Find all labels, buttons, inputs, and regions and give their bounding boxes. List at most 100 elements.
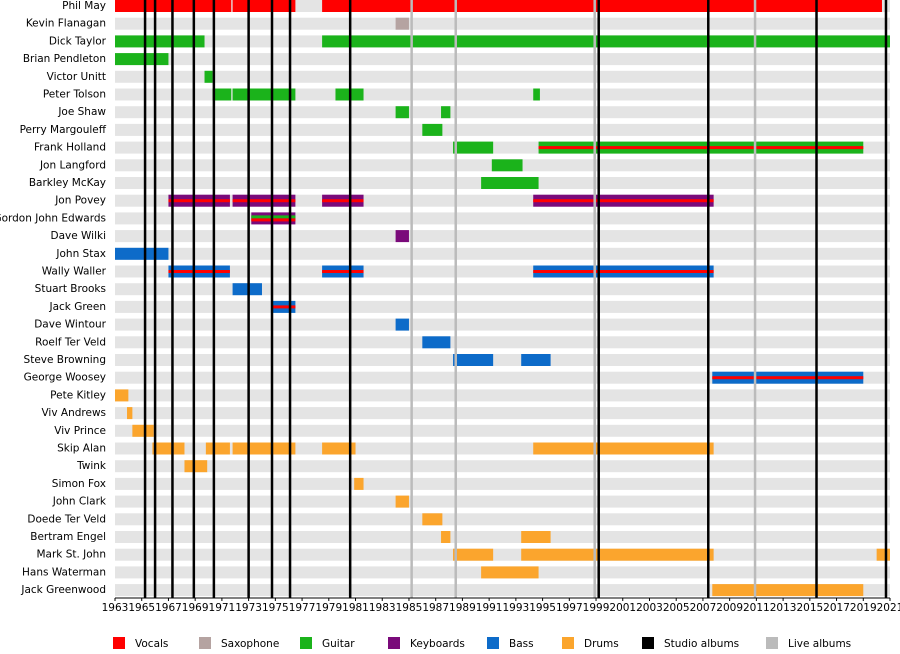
period-bar — [132, 424, 154, 437]
legend-swatch — [766, 637, 778, 649]
legend-swatch — [113, 637, 125, 649]
row-band — [115, 460, 890, 473]
x-tick-label: 1969 — [182, 602, 209, 614]
x-tick-label: 1987 — [422, 602, 449, 614]
row-band — [115, 123, 890, 136]
member-label: Phil May — [62, 0, 106, 12]
period-stripe — [232, 199, 296, 203]
x-tick-label: 1997 — [556, 602, 583, 614]
x-tick-label: 2009 — [716, 602, 743, 614]
period-stripe — [538, 146, 864, 150]
period-stripe — [251, 218, 296, 222]
row-band — [115, 371, 890, 384]
row-band — [115, 354, 890, 366]
row-band — [115, 389, 890, 402]
legend-swatch — [388, 637, 400, 649]
period-bar — [212, 88, 232, 101]
row-band — [115, 407, 890, 420]
period-stripe — [251, 215, 296, 219]
period-bar — [232, 88, 296, 101]
period-stripe — [272, 305, 296, 309]
member-label: Skip Alan — [57, 443, 106, 455]
period-bar — [395, 230, 409, 243]
period-bar — [422, 336, 451, 349]
period-bar — [441, 531, 451, 543]
period-bar — [533, 442, 714, 455]
x-tick-label: 1979 — [315, 602, 342, 614]
x-tick-label: 2003 — [636, 602, 663, 614]
x-tick-label: 2017 — [823, 602, 850, 614]
row-band — [115, 194, 890, 207]
member-label: Kevin Flanagan — [26, 18, 106, 30]
legend-swatch — [300, 637, 312, 649]
member-label: Twink — [76, 460, 107, 472]
member-label: Dave Wintour — [34, 319, 106, 331]
period-bar — [422, 123, 443, 136]
member-label: Peter Tolson — [43, 89, 106, 101]
member-label: Jack Greenwood — [20, 584, 106, 596]
member-label: John Stax — [55, 248, 106, 260]
member-label: John Clark — [52, 496, 107, 508]
x-tick-label: 1967 — [155, 602, 182, 614]
legend-swatch — [199, 637, 211, 649]
period-bar — [232, 283, 262, 296]
member-label: Viv Andrews — [41, 407, 106, 419]
period-stripe — [533, 270, 714, 273]
row-band — [115, 495, 890, 508]
period-bar — [395, 318, 409, 331]
period-stripe — [322, 199, 364, 203]
x-tick-label: 1973 — [235, 602, 262, 614]
legend-swatch — [487, 637, 499, 649]
x-tick-label: 2001 — [609, 602, 636, 614]
x-tick-label: 1985 — [396, 602, 423, 614]
x-tick-label: 2005 — [663, 602, 690, 614]
row-band — [115, 212, 890, 225]
album-lines — [143, 0, 888, 598]
row-band — [115, 283, 890, 296]
member-label: Jon Povey — [54, 195, 106, 207]
row-band — [115, 53, 890, 66]
member-label: Viv Prince — [54, 425, 106, 437]
member-label: Victor Unitt — [47, 71, 106, 83]
legend-label: Vocals — [135, 638, 168, 650]
period-stripe — [712, 376, 864, 380]
x-tick-label: 2021 — [877, 602, 900, 614]
period-bar — [453, 354, 494, 366]
member-label: Dave Wilki — [50, 230, 106, 242]
row-band — [115, 477, 890, 490]
row-band — [115, 300, 890, 313]
period-bar — [115, 247, 169, 260]
member-label: Mark St. John — [36, 549, 106, 561]
row-band — [115, 247, 890, 260]
row-band — [115, 70, 890, 83]
member-label: Joe Shaw — [57, 106, 106, 118]
row-band — [115, 548, 890, 561]
period-stripe — [168, 270, 230, 273]
member-label: Dick Taylor — [49, 35, 107, 47]
period-bar — [521, 531, 551, 543]
period-bar — [876, 548, 890, 561]
member-label: Hans Waterman — [22, 566, 106, 578]
period-bar — [441, 106, 451, 119]
period-bar — [115, 35, 205, 48]
period-bar — [521, 354, 551, 366]
period-bar — [115, 53, 169, 66]
member-label: Gordon John Edwards — [0, 212, 106, 224]
x-tick-label: 1995 — [529, 602, 556, 614]
legend-label: Guitar — [322, 638, 355, 650]
period-bar — [533, 88, 540, 101]
row-band — [115, 336, 890, 349]
x-tick-label: 1999 — [583, 602, 610, 614]
x-tick-label: 1993 — [502, 602, 529, 614]
x-tick-label: 1981 — [342, 602, 369, 614]
x-tick-label: 2015 — [796, 602, 823, 614]
member-label: Frank Holland — [34, 142, 106, 154]
legend-label: Drums — [584, 638, 619, 650]
member-label: Pete Kitley — [50, 389, 106, 401]
period-bar — [453, 141, 494, 154]
row-band — [115, 424, 890, 437]
member-label: Steve Browning — [24, 354, 106, 366]
member-label: George Woosey — [24, 372, 106, 384]
x-axis: 1963 1965 1967 1969 1971 1973 1975 1977 1979 1981… — [102, 597, 900, 614]
x-tick-label: 1975 — [262, 602, 289, 614]
